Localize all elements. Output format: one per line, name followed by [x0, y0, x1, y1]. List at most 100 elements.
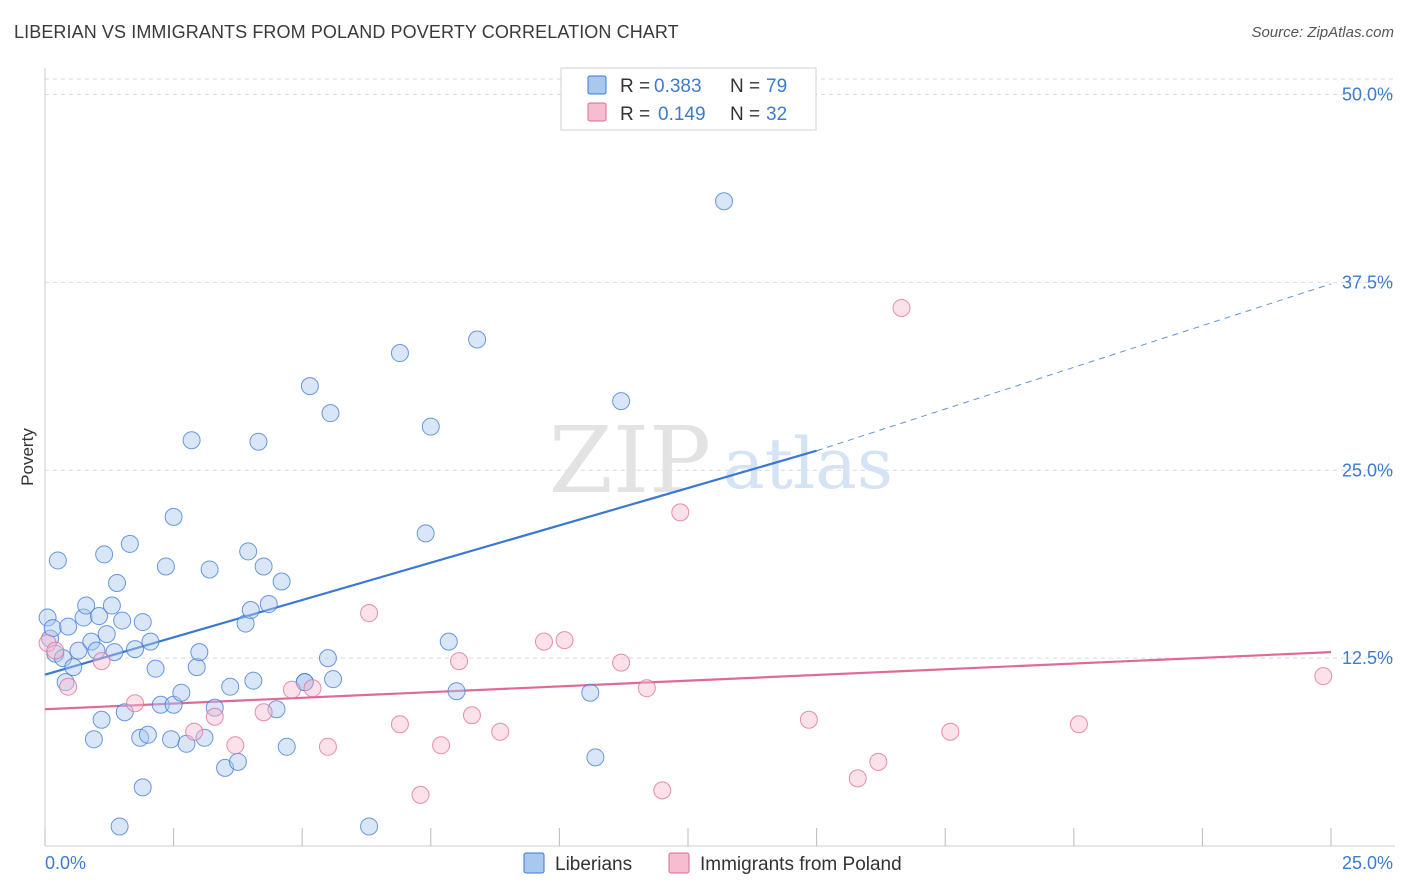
point-1-17 — [462, 706, 481, 725]
tick-labels: 12.5% 25.0% 37.5% 50.0% 0.0% 25.0% — [45, 85, 1393, 873]
point-1-8 — [254, 703, 273, 722]
point-1-5 — [185, 722, 204, 741]
stats-r-value-1: 0.383 — [654, 76, 702, 97]
point-0-13 — [84, 730, 103, 749]
point-0-71 — [468, 330, 487, 349]
stats-legend: R = 0.383 N = 79 R = 0.149 N = 32 — [560, 67, 817, 131]
point-0-29 — [133, 613, 152, 632]
stats-r-label-2: R = — [620, 104, 650, 125]
point-0-34 — [156, 557, 175, 576]
series-poland — [38, 298, 1333, 804]
point-1-31 — [1314, 667, 1333, 686]
point-0-14 — [87, 641, 106, 660]
point-0-17 — [95, 545, 114, 564]
point-0-62 — [318, 649, 337, 668]
point-0-58 — [277, 737, 296, 756]
point-1-11 — [318, 737, 337, 756]
point-0-52 — [244, 671, 263, 690]
grid-lines — [45, 78, 1395, 659]
legend-swatch-liberians — [523, 852, 545, 874]
chart-title: LIBERIAN VS IMMIGRANTS FROM POLAND POVER… — [14, 22, 679, 42]
stats-n-value-1: 79 — [766, 76, 787, 97]
point-1-30 — [1069, 715, 1088, 734]
point-0-5 — [54, 649, 73, 668]
point-1-19 — [534, 632, 553, 651]
point-0-68 — [421, 417, 440, 436]
trend-line-liberians — [44, 449, 817, 676]
point-0-23 — [113, 611, 132, 630]
y-tick-label-2: 37.5% — [1342, 272, 1393, 292]
point-0-57 — [272, 572, 291, 591]
point-0-28 — [133, 778, 152, 797]
point-1-12 — [360, 604, 379, 623]
point-0-26 — [126, 640, 145, 659]
point-1-22 — [637, 679, 656, 698]
point-0-24 — [115, 703, 134, 722]
point-0-33 — [151, 695, 170, 714]
point-0-20 — [105, 643, 124, 662]
trend-lines — [44, 283, 1332, 711]
point-1-9 — [282, 680, 301, 699]
point-1-1 — [46, 641, 65, 660]
watermark-zip: ZIP — [549, 407, 711, 514]
point-1-29 — [941, 722, 960, 741]
point-0-18 — [97, 625, 116, 644]
point-0-65 — [360, 817, 379, 836]
point-0-4 — [48, 551, 67, 570]
point-1-27 — [869, 752, 888, 771]
point-1-3 — [92, 652, 111, 671]
y-tick-label-3: 50.0% — [1342, 85, 1393, 105]
point-1-25 — [799, 710, 818, 729]
y-axis-title: Poverty — [18, 428, 37, 486]
point-1-26 — [848, 769, 867, 788]
stats-legend-swatch-poland — [587, 102, 607, 122]
point-1-7 — [226, 736, 245, 755]
point-0-67 — [416, 524, 435, 543]
point-0-47 — [221, 677, 240, 696]
source-label: Source: ZipAtlas.com — [1251, 24, 1394, 41]
y-tick-label-0: 12.5% — [1342, 648, 1393, 668]
point-0-74 — [612, 392, 631, 411]
axes — [44, 68, 1395, 847]
point-0-45 — [205, 698, 224, 717]
point-0-44 — [200, 560, 219, 579]
point-0-37 — [164, 507, 183, 526]
point-0-43 — [195, 728, 214, 747]
point-0-63 — [321, 404, 340, 423]
point-1-14 — [411, 785, 430, 804]
trend-line-poland — [44, 651, 1332, 711]
point-0-48 — [228, 752, 247, 771]
point-0-50 — [239, 542, 258, 561]
point-0-9 — [69, 641, 88, 660]
watermark-atlas: atlas — [723, 423, 893, 505]
point-0-7 — [59, 617, 78, 636]
trend-line-liberians-extension — [816, 283, 1332, 452]
x-tick-label-start: 0.0% — [45, 853, 86, 873]
y-tick-label-1: 25.0% — [1342, 460, 1393, 480]
point-0-15 — [90, 607, 109, 626]
stats-r-value-2: 0.149 — [658, 104, 706, 125]
point-0-70 — [447, 682, 466, 701]
point-1-0 — [38, 634, 57, 653]
point-0-2 — [43, 619, 62, 638]
point-1-16 — [450, 652, 469, 671]
point-0-69 — [439, 632, 458, 651]
point-0-0 — [38, 608, 57, 627]
point-1-20 — [555, 631, 574, 650]
stats-r-label-1: R = — [620, 76, 650, 97]
point-1-24 — [671, 503, 690, 522]
stats-legend-swatch-liberians — [587, 75, 607, 95]
legend-label-liberians: Liberians — [555, 854, 632, 875]
point-0-66 — [390, 344, 409, 363]
point-0-8 — [64, 658, 83, 677]
point-1-2 — [59, 677, 78, 696]
point-0-30 — [138, 725, 157, 744]
x-tick-label-end: 25.0% — [1342, 853, 1393, 873]
point-0-21 — [108, 573, 127, 592]
point-1-18 — [491, 722, 510, 741]
series-liberians — [38, 192, 734, 836]
point-0-51 — [241, 601, 260, 620]
legend-swatch-poland — [668, 852, 690, 874]
stats-n-label-2: N = — [730, 104, 760, 125]
point-1-23 — [653, 781, 672, 800]
